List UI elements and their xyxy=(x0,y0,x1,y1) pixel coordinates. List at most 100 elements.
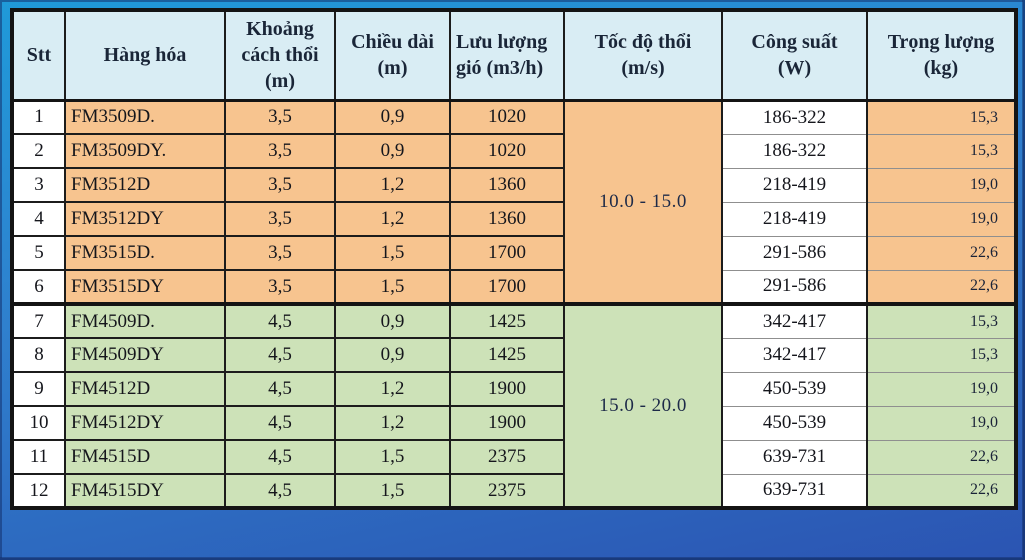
cell-weight: 19,0 xyxy=(866,167,1017,202)
table-row: 3 FM3512D 3,5 1,2 1360 218-419 19,0 xyxy=(11,167,1017,202)
cell-product: FM4512D xyxy=(64,371,226,406)
cell-power: 450-539 xyxy=(721,371,868,406)
cell-product: FM3509DY. xyxy=(64,133,226,168)
cell-product: FM3515D. xyxy=(64,235,226,270)
header-row: Stt Hàng hóa Khoảng cách thổi (m) Chiều … xyxy=(11,10,1017,102)
cell-product: FM3509D. xyxy=(64,99,226,134)
table-row: 11 FM4515D 4,5 1,5 2375 639-731 22,6 xyxy=(11,439,1017,474)
cell-distance: 3,5 xyxy=(224,99,336,134)
cell-power: 342-417 xyxy=(721,337,868,372)
table-row: 9 FM4512D 4,5 1,2 1900 450-539 19,0 xyxy=(11,371,1017,406)
cell-flow: 2375 xyxy=(449,473,565,508)
cell-product: FM4509D. xyxy=(64,302,226,338)
cell-length: 1,5 xyxy=(334,235,451,270)
table-row: 4 FM3512DY 3,5 1,2 1360 218-419 19,0 xyxy=(11,201,1017,236)
table-row: 1 FM3509D. 3,5 0,9 1020 10.0 - 15.0 186-… xyxy=(11,99,1017,304)
cell-flow: 1360 xyxy=(449,201,565,236)
cell-no: 3 xyxy=(11,167,66,202)
cell-power: 218-419 xyxy=(721,167,868,202)
cell-flow: 1700 xyxy=(449,269,565,304)
col-header-flow: Lưu lượng gió (m3/h) xyxy=(449,10,565,102)
cell-product: FM4515DY xyxy=(64,473,226,508)
cell-no: 1 xyxy=(11,99,66,134)
cell-distance: 4,5 xyxy=(224,405,336,440)
cell-no: 4 xyxy=(11,201,66,236)
cell-product: FM4512DY xyxy=(64,405,226,440)
cell-weight: 22,6 xyxy=(866,439,1017,474)
col-header-distance: Khoảng cách thổi (m) xyxy=(224,10,336,102)
table-row: 12 FM4515DY 4,5 1,5 2375 639-731 22,6 xyxy=(11,473,1017,508)
product-spec-table: Stt Hàng hóa Khoảng cách thổi (m) Chiều … xyxy=(10,8,1018,510)
cell-weight: 15,3 xyxy=(866,302,1017,338)
cell-distance: 4,5 xyxy=(224,337,336,372)
cell-distance: 3,5 xyxy=(224,167,336,202)
cell-length: 1,2 xyxy=(334,371,451,406)
cell-no: 7 xyxy=(11,302,66,338)
cell-no: 6 xyxy=(11,269,66,304)
cell-flow: 1020 xyxy=(449,99,565,134)
cell-distance: 4,5 xyxy=(224,439,336,474)
cell-flow: 1360 xyxy=(449,167,565,202)
cell-flow: 1425 xyxy=(449,337,565,372)
table-body: 1 FM3509D. 3,5 0,9 1020 10.0 - 15.0 186-… xyxy=(11,99,1017,508)
cell-distance: 4,5 xyxy=(224,473,336,508)
cell-no: 5 xyxy=(11,235,66,270)
table-row: 5 FM3515D. 3,5 1,5 1700 291-586 22,6 xyxy=(11,235,1017,270)
cell-flow: 1900 xyxy=(449,371,565,406)
cell-speed-range-group1: 10.0 - 15.0 xyxy=(563,99,723,304)
product-spec-table-wrap: Stt Hàng hóa Khoảng cách thổi (m) Chiều … xyxy=(10,8,1018,510)
cell-power: 639-731 xyxy=(721,473,868,508)
table-row: 7 FM4509D. 4,5 0,9 1425 15.0 - 20.0 342-… xyxy=(11,302,1017,508)
cell-power: 450-539 xyxy=(721,405,868,440)
cell-flow: 1425 xyxy=(449,302,565,338)
col-header-speed: Tốc độ thổi (m/s) xyxy=(563,10,723,102)
table-row: 8 FM4509DY 4,5 0,9 1425 342-417 15,3 xyxy=(11,337,1017,372)
cell-weight: 22,6 xyxy=(866,235,1017,270)
cell-distance: 4,5 xyxy=(224,302,336,338)
table-header: Stt Hàng hóa Khoảng cách thổi (m) Chiều … xyxy=(11,10,1017,102)
cell-speed-range-group2: 15.0 - 20.0 xyxy=(563,302,723,508)
cell-power: 291-586 xyxy=(721,235,868,270)
table-row: 2 FM3509DY. 3,5 0,9 1020 186-322 15,3 xyxy=(11,133,1017,168)
cell-power: 342-417 xyxy=(721,302,868,338)
cell-power: 639-731 xyxy=(721,439,868,474)
cell-flow: 2375 xyxy=(449,439,565,474)
cell-weight: 19,0 xyxy=(866,405,1017,440)
cell-weight: 15,3 xyxy=(866,99,1017,134)
cell-length: 1,5 xyxy=(334,473,451,508)
col-header-stt: Stt xyxy=(11,10,66,102)
cell-weight: 22,6 xyxy=(866,473,1017,508)
cell-product: FM3515DY xyxy=(64,269,226,304)
cell-length: 1,2 xyxy=(334,201,451,236)
cell-power: 186-322 xyxy=(721,99,868,134)
cell-flow: 1900 xyxy=(449,405,565,440)
table-row: 6 FM3515DY 3,5 1,5 1700 291-586 22,6 xyxy=(11,269,1017,304)
cell-no: 8 xyxy=(11,337,66,372)
cell-power: 186-322 xyxy=(721,133,868,168)
cell-length: 1,5 xyxy=(334,439,451,474)
cell-length: 1,5 xyxy=(334,269,451,304)
cell-no: 12 xyxy=(11,473,66,508)
cell-product: FM3512DY xyxy=(64,201,226,236)
cell-product: FM4515D xyxy=(64,439,226,474)
cell-flow: 1700 xyxy=(449,235,565,270)
col-header-length: Chiều dài (m) xyxy=(334,10,451,102)
cell-weight: 19,0 xyxy=(866,371,1017,406)
cell-power: 291-586 xyxy=(721,269,868,304)
cell-length: 0,9 xyxy=(334,337,451,372)
cell-no: 2 xyxy=(11,133,66,168)
cell-product: FM4509DY xyxy=(64,337,226,372)
cell-distance: 3,5 xyxy=(224,269,336,304)
cell-distance: 3,5 xyxy=(224,201,336,236)
cell-distance: 3,5 xyxy=(224,235,336,270)
cell-length: 0,9 xyxy=(334,99,451,134)
cell-length: 1,2 xyxy=(334,167,451,202)
col-header-weight: Trọng lượng (kg) xyxy=(866,10,1017,102)
cell-flow: 1020 xyxy=(449,133,565,168)
cell-weight: 15,3 xyxy=(866,133,1017,168)
cell-weight: 19,0 xyxy=(866,201,1017,236)
cell-no: 11 xyxy=(11,439,66,474)
cell-weight: 22,6 xyxy=(866,269,1017,304)
cell-length: 0,9 xyxy=(334,302,451,338)
cell-length: 1,2 xyxy=(334,405,451,440)
